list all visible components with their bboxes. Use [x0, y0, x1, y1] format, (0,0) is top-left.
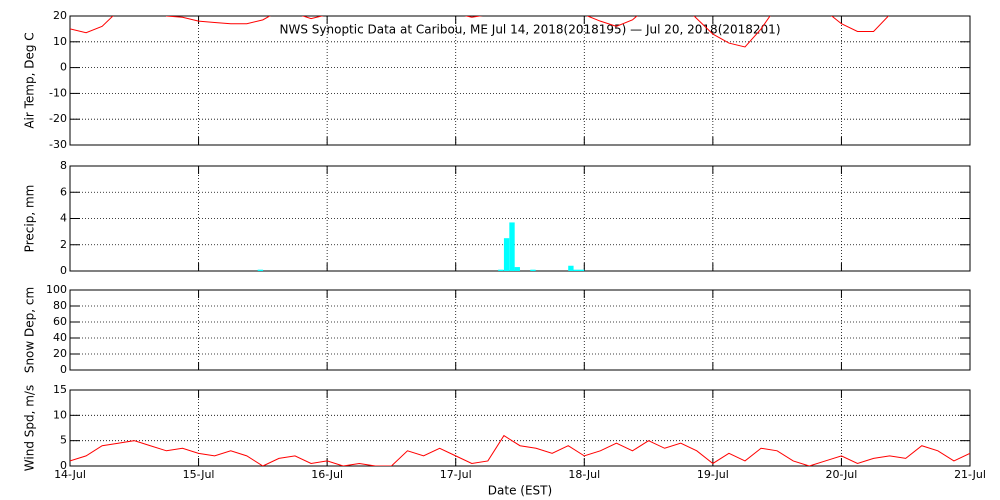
y-tick-label: 15 — [53, 383, 67, 396]
y-tick-label: 60 — [53, 315, 67, 328]
y-tick-label: 8 — [60, 159, 67, 172]
bar — [530, 269, 536, 271]
y-tick-label: 0 — [60, 61, 67, 74]
chart-title: NWS Synoptic Data at Caribou, ME Jul 14,… — [280, 23, 781, 37]
y-tick-label: 100 — [46, 283, 67, 296]
line — [70, 434, 970, 466]
x-tick-label: 18-Jul — [568, 468, 600, 481]
series-group — [70, 16, 890, 48]
y-tick-label: 0 — [60, 264, 67, 277]
x-tick-label: 20-Jul — [825, 468, 857, 481]
x-axis-label: Date (EST) — [488, 484, 552, 498]
y-axis-label: Air Temp, Deg C — [23, 32, 37, 128]
x-tick-label: 15-Jul — [183, 468, 215, 481]
plot-frame — [69, 289, 971, 371]
y-tick-label: -10 — [49, 86, 67, 99]
y-tick-label: 5 — [60, 434, 67, 447]
x-tick-label: 14-Jul — [54, 468, 86, 481]
y-tick-label: 2 — [60, 238, 67, 251]
plot-frame — [69, 15, 971, 146]
y-tick-label: 0 — [60, 459, 67, 472]
y-tick-label: -20 — [49, 112, 67, 125]
y-axis-label: Snow Dep, cm — [23, 287, 37, 373]
y-tick-label: 40 — [53, 331, 67, 344]
y-tick-label: 4 — [60, 212, 67, 225]
y-tick-label: 0 — [60, 363, 67, 376]
y-axis-label: Wind Spd, m/s — [23, 385, 37, 471]
bar — [498, 269, 504, 271]
y-tick-label: 6 — [60, 185, 67, 198]
bar — [514, 267, 520, 271]
series-group — [70, 434, 970, 466]
y-tick-label: 20 — [53, 347, 67, 360]
x-tick-label: 17-Jul — [440, 468, 472, 481]
bar — [503, 238, 510, 271]
bar — [568, 265, 574, 271]
y-tick-label: 10 — [53, 35, 67, 48]
x-tick-label: 16-Jul — [311, 468, 343, 481]
line — [70, 16, 890, 48]
bar — [257, 269, 264, 271]
bar — [509, 222, 515, 271]
y-axis-label: Precip, mm — [23, 185, 37, 253]
y-tick-label: -30 — [49, 138, 67, 151]
plot-frame — [69, 165, 971, 272]
y-tick-label: 10 — [53, 408, 67, 421]
bar — [573, 269, 579, 271]
x-tick-label: 19-Jul — [697, 468, 729, 481]
y-tick-label: 20 — [53, 9, 67, 22]
plot-frame — [69, 389, 971, 467]
y-tick-label: 80 — [53, 299, 67, 312]
bar — [578, 269, 585, 271]
series-group — [257, 222, 585, 271]
x-tick-label: 21-Jul — [954, 468, 986, 481]
